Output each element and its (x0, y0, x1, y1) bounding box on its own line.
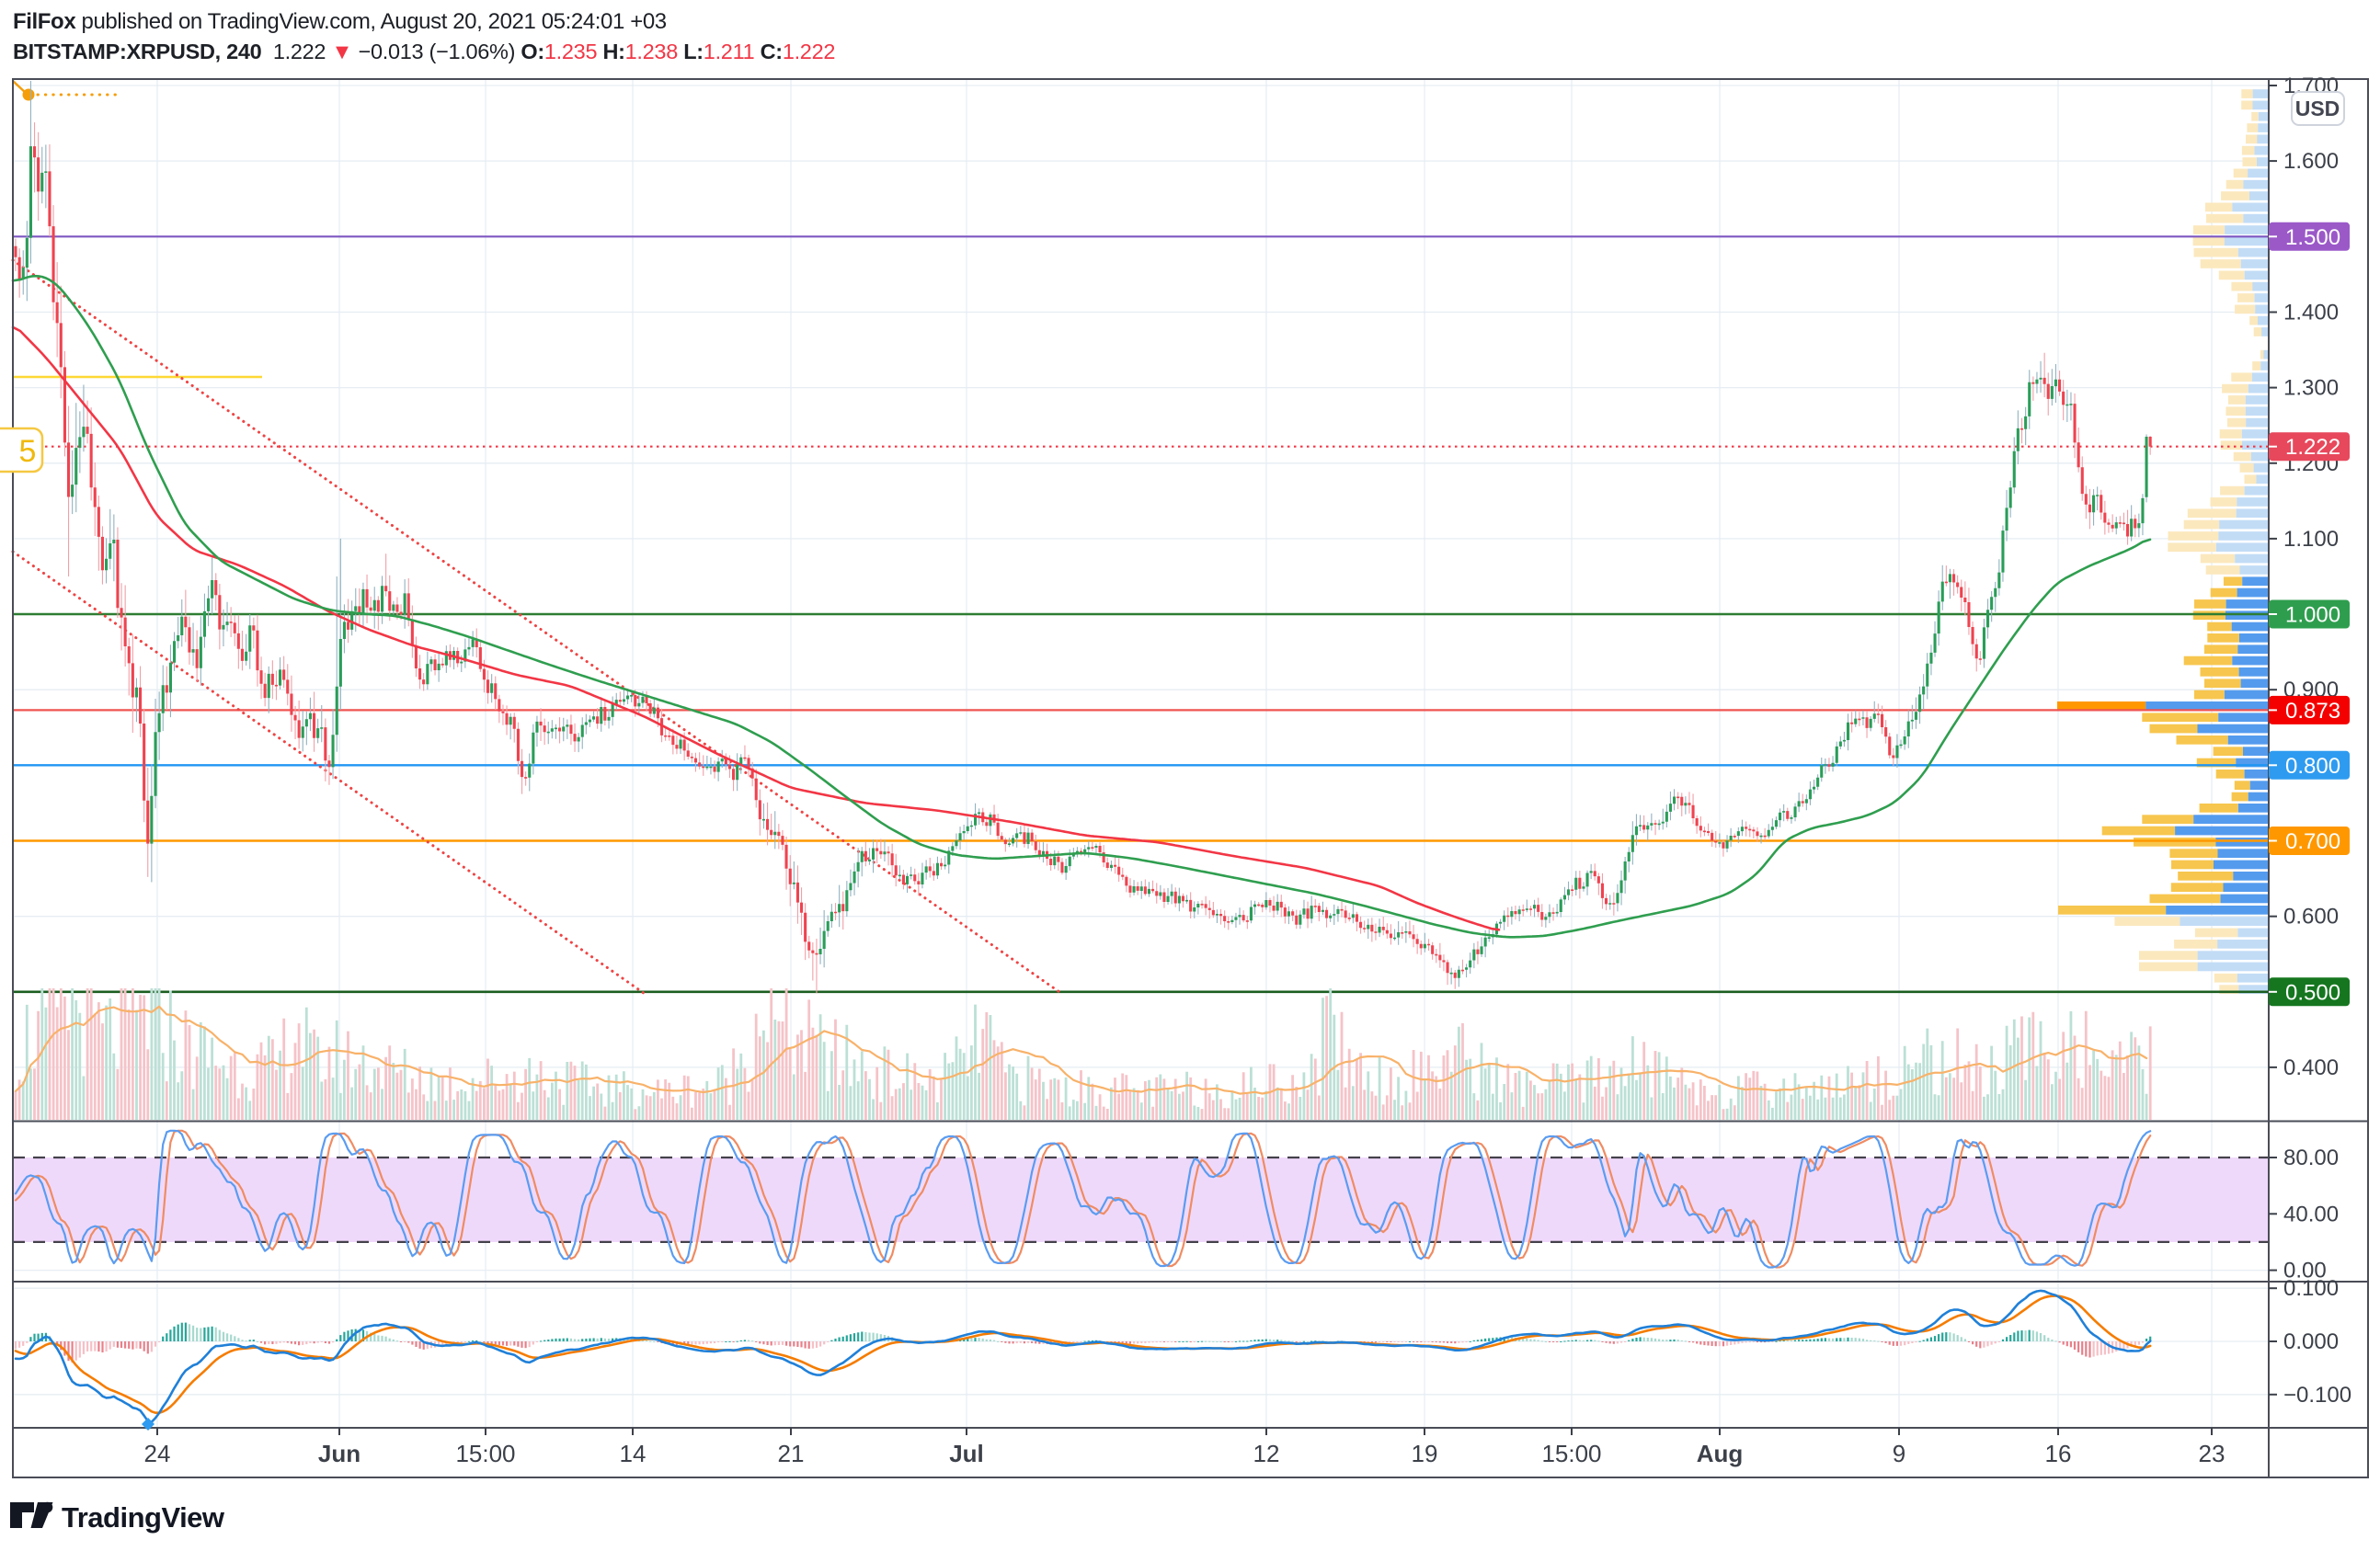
svg-text:15:00: 15:00 (455, 1440, 515, 1467)
svg-text:14: 14 (620, 1440, 646, 1467)
svg-text:9: 9 (1893, 1440, 1905, 1467)
svg-text:16: 16 (2045, 1440, 2072, 1467)
svg-text:Jul: Jul (949, 1440, 984, 1467)
svg-text:0.000: 0.000 (2283, 1329, 2339, 1354)
svg-text:TradingView: TradingView (62, 1501, 225, 1534)
svg-text:0.100: 0.100 (2283, 1276, 2339, 1301)
svg-text:21: 21 (778, 1440, 805, 1467)
svg-text:1.400: 1.400 (2283, 301, 2339, 325)
svg-text:24: 24 (144, 1440, 171, 1467)
svg-text:1.100: 1.100 (2283, 527, 2339, 552)
svg-text:0.600: 0.600 (2283, 905, 2339, 929)
svg-text:0.800: 0.800 (2285, 754, 2340, 779)
svg-text:1.500: 1.500 (2285, 225, 2340, 250)
svg-text:5: 5 (19, 434, 37, 469)
svg-text:0.700: 0.700 (2285, 829, 2340, 854)
svg-text:1.300: 1.300 (2283, 376, 2339, 401)
svg-text:12: 12 (1253, 1440, 1280, 1467)
svg-text:1.600: 1.600 (2283, 149, 2339, 174)
svg-text:Aug: Aug (1697, 1440, 1744, 1467)
svg-text:15:00: 15:00 (1541, 1440, 1601, 1467)
svg-text:0.400: 0.400 (2283, 1055, 2339, 1080)
svg-text:0.00: 0.00 (2283, 1259, 2327, 1283)
svg-text:1.222: 1.222 (2285, 435, 2340, 460)
svg-text:0.500: 0.500 (2285, 980, 2340, 1005)
svg-text:23: 23 (2199, 1440, 2226, 1467)
svg-text:40.00: 40.00 (2283, 1202, 2339, 1226)
svg-text:80.00: 80.00 (2283, 1146, 2339, 1170)
svg-text:19: 19 (1412, 1440, 1438, 1467)
svg-text:−0.100: −0.100 (2283, 1383, 2351, 1408)
svg-text:1.000: 1.000 (2285, 603, 2340, 628)
svg-text:USD: USD (2295, 97, 2340, 120)
svg-text:0.873: 0.873 (2285, 699, 2340, 724)
svg-text:Jun: Jun (318, 1440, 360, 1467)
